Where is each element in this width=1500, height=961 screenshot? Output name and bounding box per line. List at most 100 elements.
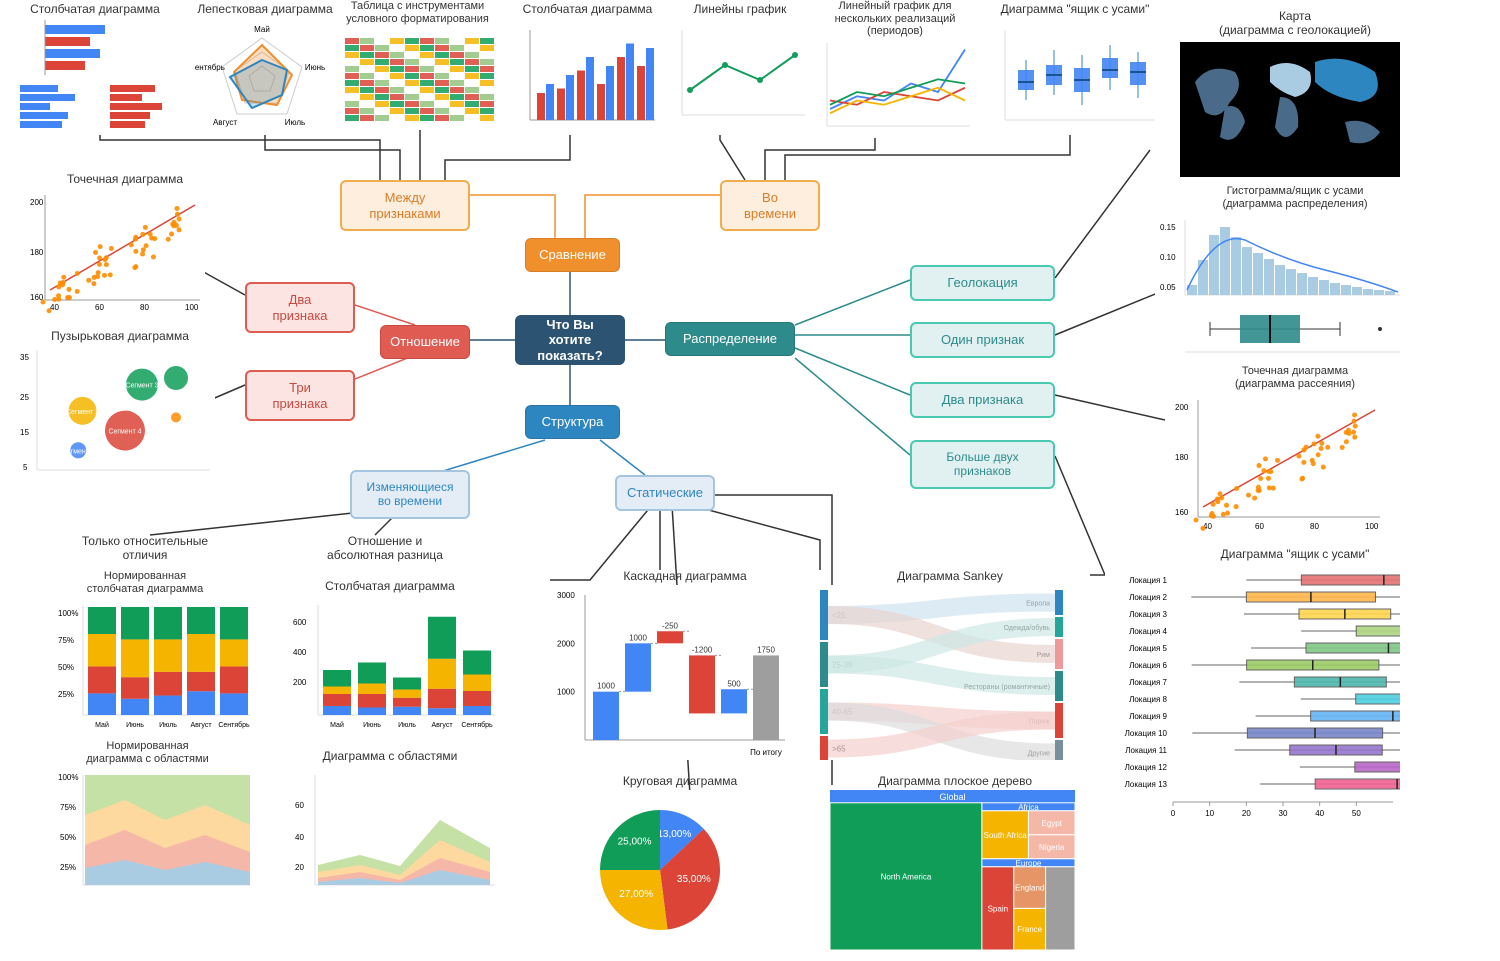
thumb-line-multi — [815, 38, 975, 138]
node-distribution: Распределение — [665, 322, 795, 356]
title-bubble: Пузырьковая диаграмма — [45, 330, 195, 344]
svg-text:1750: 1750 — [757, 645, 775, 654]
node-more-features: Больше двух признаков — [910, 440, 1055, 489]
svg-text:Май: Май — [330, 721, 344, 729]
title-line1: Линейны график — [670, 3, 810, 17]
svg-text:30: 30 — [1279, 809, 1288, 818]
svg-text:100: 100 — [1365, 522, 1379, 531]
thumb-cf-table — [335, 30, 500, 130]
thumb-line-simple — [670, 20, 810, 135]
thumb-norm-stacked-bar: МайИюньИюльАвгустСентябрь25%50%75%100% — [55, 600, 255, 730]
svg-text:60: 60 — [1255, 522, 1264, 531]
title-bar3: Столбчатая диаграмма — [310, 580, 470, 594]
svg-text:North America: North America — [881, 872, 932, 881]
title-radar: Лепестковая диаграмма — [195, 3, 335, 17]
svg-text:Nigeria: Nigeria — [1039, 843, 1065, 852]
node-comparison: Сравнение — [525, 238, 620, 272]
title-waterfall: Каскадная диаграмма — [605, 570, 765, 584]
svg-text:Локация 6: Локация 6 — [1129, 661, 1167, 670]
svg-text:50: 50 — [1352, 809, 1361, 818]
svg-text:Global: Global — [939, 792, 965, 802]
svg-text:Локация 11: Локация 11 — [1125, 746, 1167, 755]
thumb-grouped-bar — [515, 20, 660, 135]
title-box1: Диаграмма "ящик с усами" — [990, 3, 1160, 17]
thumb-box-top — [990, 20, 1160, 135]
svg-text:Июль: Июль — [398, 722, 416, 729]
svg-text:Локация 8: Локация 8 — [1129, 695, 1167, 704]
svg-text:1000: 1000 — [557, 688, 575, 697]
title-bar1: Столбчатая диаграмма — [15, 3, 175, 17]
thumb-waterfall: 10002000300010001000-250-12005001750По и… — [555, 585, 790, 760]
title-cf-table: Таблица с инструментами условного формат… — [335, 0, 500, 25]
svg-text:500: 500 — [727, 679, 741, 688]
svg-text:Сентябрь: Сентябрь — [195, 63, 225, 72]
svg-text:Май: Май — [254, 25, 270, 34]
svg-text:Сегмент 3: Сегмент 3 — [125, 383, 158, 390]
svg-text:100%: 100% — [58, 609, 78, 618]
node-one-feature: Один признак — [910, 322, 1055, 358]
svg-text:25%: 25% — [60, 863, 76, 872]
svg-text:3000: 3000 — [557, 591, 575, 600]
svg-text:400: 400 — [293, 648, 307, 657]
node-three-features: Три признака — [245, 370, 355, 421]
svg-text:-250: -250 — [662, 621, 679, 630]
svg-text:France: France — [1017, 925, 1042, 934]
svg-text:По итогу: По итогу — [750, 748, 782, 757]
thumb-scatter2: 200180160 4060 80100 — [1170, 395, 1385, 535]
svg-text:35: 35 — [20, 353, 29, 362]
svg-text:600: 600 — [293, 618, 307, 627]
title-sankey: Диаграмма Sankey — [870, 570, 1030, 584]
thumb-stacked-bar: МайИюньИюльАвгустСентябрь200400600 — [290, 600, 500, 730]
svg-text:Локация 7: Локация 7 — [1129, 678, 1167, 687]
thumb-area: 60 40 20 — [290, 770, 500, 900]
title-area: Диаграмма с областями — [310, 750, 470, 764]
svg-text:75%: 75% — [60, 803, 76, 812]
svg-text:180: 180 — [30, 248, 44, 257]
svg-text:Локация 3: Локация 3 — [1129, 610, 1167, 619]
svg-text:-1200: -1200 — [692, 645, 713, 654]
svg-text:200: 200 — [1175, 403, 1189, 412]
svg-text:200: 200 — [30, 198, 44, 207]
svg-text:Май: Май — [95, 721, 109, 729]
svg-text:Локация 9: Локация 9 — [1129, 712, 1167, 721]
svg-text:Август: Август — [431, 722, 453, 729]
thumb-pie: 13,00%35,00%27,00%25,00% — [570, 790, 750, 950]
hbar-top — [45, 20, 105, 75]
svg-text:Локация 1: Локация 1 — [1129, 576, 1167, 585]
svg-text:160: 160 — [1175, 508, 1189, 517]
node-two-features-dist: Два признака — [910, 382, 1055, 418]
svg-text:20: 20 — [1242, 809, 1251, 818]
title-pie: Круговая диаграмма — [605, 775, 755, 789]
svg-text:0.15: 0.15 — [1160, 223, 1176, 232]
svg-text:Сегмент 2: Сегмент 2 — [66, 409, 99, 416]
svg-text:40: 40 — [295, 833, 304, 842]
svg-text:South Africa: South Africa — [984, 831, 1028, 840]
node-between-features: Между признаками — [340, 180, 470, 231]
svg-text:Август: Август — [213, 118, 237, 127]
svg-text:Июль: Июль — [159, 722, 177, 729]
svg-text:Egypt: Egypt — [1041, 819, 1062, 828]
node-two-features: Два признака — [245, 282, 355, 333]
svg-text:Spain: Spain — [988, 904, 1008, 913]
thumb-norm-area: 100%75% 50%25% — [55, 770, 255, 900]
thumb-bar-horizontal — [15, 20, 185, 135]
svg-text:80: 80 — [1310, 522, 1319, 531]
svg-text:0: 0 — [1171, 809, 1176, 818]
svg-text:Локация 5: Локация 5 — [1129, 644, 1167, 653]
thumb-radar: Май Июнь Июль Август Сентябрь — [195, 20, 330, 135]
thumb-sankey: <2525-3940-65>65ЕвропаОдежда/обувьРимРес… — [805, 585, 1070, 760]
title-box-multi: Диаграмма "ящик с усами" — [1195, 548, 1395, 562]
svg-text:Локация 10: Локация 10 — [1125, 729, 1168, 738]
node-central: Что Вы хотите показать? — [515, 315, 625, 365]
svg-text:20: 20 — [295, 863, 304, 872]
title-rel-abs: Отношение и абсолютная разница — [300, 535, 470, 563]
svg-text:75%: 75% — [58, 636, 74, 645]
svg-text:1000: 1000 — [597, 682, 615, 691]
svg-text:100: 100 — [185, 303, 199, 312]
node-structure: Структура — [525, 405, 620, 439]
thumb-bubble: 3525 155 Сегмент 2Сегмент 3Сегмент 4Сегм… — [15, 345, 215, 485]
svg-text:80: 80 — [140, 303, 149, 312]
svg-text:35,00%: 35,00% — [677, 874, 711, 885]
svg-text:Локация 13: Локация 13 — [1125, 780, 1168, 789]
svg-text:60: 60 — [295, 801, 304, 810]
